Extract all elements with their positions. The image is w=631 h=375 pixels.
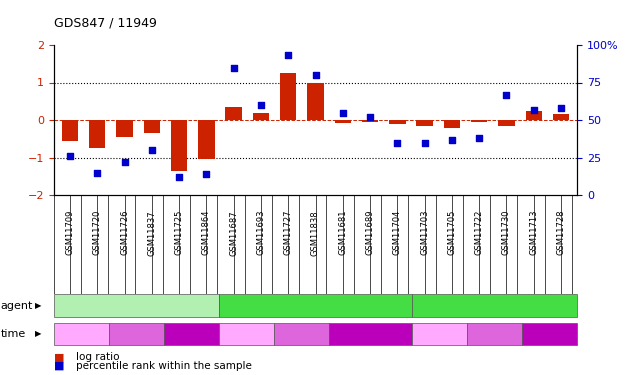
Text: GSM11837: GSM11837 <box>147 210 156 255</box>
Text: ▶: ▶ <box>35 329 41 338</box>
Point <box>529 106 539 112</box>
Text: GSM11687: GSM11687 <box>229 210 238 255</box>
Point <box>147 147 157 153</box>
Bar <box>198 120 215 159</box>
Text: 24 h: 24 h <box>125 329 148 339</box>
Text: untreated: untreated <box>110 301 162 310</box>
Text: GSM11730: GSM11730 <box>502 210 511 255</box>
Point <box>420 140 430 146</box>
Bar <box>334 120 351 123</box>
Bar <box>526 111 542 120</box>
Text: GSM11725: GSM11725 <box>175 210 184 255</box>
Point <box>256 102 266 108</box>
Bar <box>144 120 160 133</box>
Text: log ratio: log ratio <box>76 352 119 362</box>
Bar <box>389 120 406 124</box>
Point <box>447 136 457 142</box>
Text: GSM11713: GSM11713 <box>529 210 538 255</box>
Bar <box>498 120 515 126</box>
Text: GSM11705: GSM11705 <box>447 210 456 255</box>
Point <box>338 110 348 116</box>
Text: GSM11704: GSM11704 <box>393 210 402 255</box>
Text: GSM11709: GSM11709 <box>66 210 74 255</box>
Point <box>502 92 512 98</box>
Text: 24 h: 24 h <box>483 329 506 339</box>
Point <box>65 153 75 159</box>
Point <box>201 171 211 177</box>
Text: ▶: ▶ <box>35 301 41 310</box>
Bar <box>553 114 569 120</box>
Text: ■: ■ <box>54 361 64 370</box>
Point <box>283 53 293 58</box>
Text: time: time <box>1 329 26 339</box>
Text: 12 h: 12 h <box>69 329 93 339</box>
Point <box>174 174 184 180</box>
Text: GSM11689: GSM11689 <box>365 210 375 255</box>
Text: 12 h: 12 h <box>235 329 258 339</box>
Text: GSM11727: GSM11727 <box>284 210 293 255</box>
Text: GSM11720: GSM11720 <box>93 210 102 255</box>
Bar <box>280 73 297 120</box>
Point <box>392 140 403 146</box>
Bar <box>171 120 187 171</box>
Bar <box>253 112 269 120</box>
Text: GSM11838: GSM11838 <box>311 210 320 255</box>
Text: 24 h: 24 h <box>290 329 313 339</box>
Text: agent: agent <box>1 301 33 310</box>
Text: ■: ■ <box>54 352 64 362</box>
Text: GDS847 / 11949: GDS847 / 11949 <box>54 17 156 30</box>
Point <box>310 72 321 78</box>
Bar <box>362 120 378 122</box>
Bar <box>471 120 487 122</box>
Text: 12 h: 12 h <box>428 329 451 339</box>
Point <box>556 105 566 111</box>
Point <box>228 64 239 70</box>
Text: 36 h: 36 h <box>359 329 382 339</box>
Point <box>474 135 484 141</box>
Point <box>92 170 102 176</box>
Bar <box>444 120 460 128</box>
Text: GSM11726: GSM11726 <box>120 210 129 255</box>
Text: GSM11864: GSM11864 <box>202 210 211 255</box>
Text: GSM11722: GSM11722 <box>475 210 484 255</box>
Text: percentile rank within the sample: percentile rank within the sample <box>76 361 252 370</box>
Text: GSM11681: GSM11681 <box>338 210 347 255</box>
Text: 36 h: 36 h <box>180 329 203 339</box>
Bar <box>416 120 433 126</box>
Text: GSM11693: GSM11693 <box>256 210 266 255</box>
Bar <box>225 107 242 120</box>
Text: GSM11728: GSM11728 <box>557 210 565 255</box>
Text: 36 h: 36 h <box>538 329 562 339</box>
Bar <box>307 82 324 120</box>
Bar <box>89 120 105 148</box>
Text: 0.3 mM 5-fluorouracil: 0.3 mM 5-fluorouracil <box>439 301 550 310</box>
Bar <box>62 120 78 141</box>
Point <box>119 159 129 165</box>
Bar <box>116 120 133 137</box>
Text: GSM11703: GSM11703 <box>420 210 429 255</box>
Point <box>365 114 375 120</box>
Text: 0.9 uM doxorubicin: 0.9 uM doxorubicin <box>266 301 365 310</box>
